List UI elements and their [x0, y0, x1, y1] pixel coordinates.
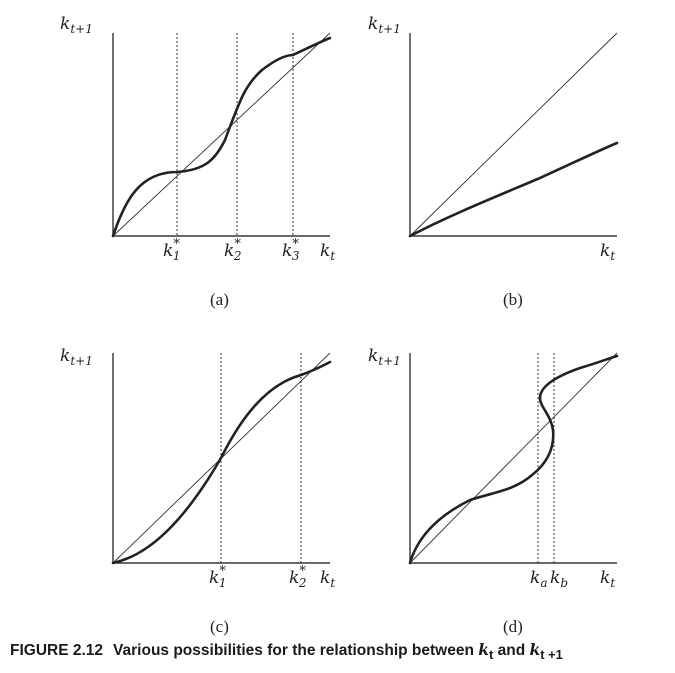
panel-c-label: (c): [210, 617, 229, 636]
panel-c-y-axis-label: kt+1: [60, 346, 93, 368]
panel-d-label: (d): [503, 617, 523, 636]
panel-d-45-degree-line: [409, 352, 618, 564]
panel-d-saving-curve: [408, 354, 619, 565]
panel-a-marker-k2-star: k* 2: [224, 237, 241, 263]
panel-a-marker-k3-star: k* 3: [282, 237, 300, 263]
panel-d-marker-kb: kb: [550, 568, 568, 590]
panel-b-label: (b): [503, 290, 523, 309]
panel-d-marker-ka: ka: [530, 568, 547, 590]
panel-a-marker-k1-star: k* 1: [163, 237, 180, 263]
panel-c-saving-curve: [111, 360, 332, 565]
panel-c-marker-k1-star: k* 1: [209, 564, 226, 590]
panel-d: kt+1 ka kb kt (d): [368, 346, 619, 636]
panel-d-x-axis-label: kt: [600, 568, 615, 590]
panel-b-y-axis-label: kt+1: [368, 14, 401, 36]
panel-b-45-degree-line: [409, 32, 618, 237]
figure-caption: FIGURE 2.12 Various possibilities for the…: [10, 640, 670, 662]
panel-a-y-axis-label: kt+1: [60, 14, 93, 36]
panel-a-45-degree-line: [112, 32, 331, 237]
panel-a-saving-curve: [111, 36, 332, 238]
panel-b-x-axis-label: kt: [600, 241, 615, 263]
panel-a-x-axis-label: kt: [320, 241, 335, 263]
panel-c-x-axis-label: kt: [320, 568, 335, 590]
panel-d-y-axis-label: kt+1: [368, 346, 401, 368]
panel-b-saving-curve: [408, 141, 619, 238]
panel-b: kt+1 kt (b): [368, 14, 619, 309]
panel-c: kt+1 k* 1 k* 2 kt (c): [60, 346, 335, 636]
panel-c-marker-k2-star: k* 2: [289, 564, 306, 590]
figure-number: FIGURE 2.12: [10, 642, 104, 659]
panel-a: kt+1 k* 1 k* 2 k* 3 kt (a): [60, 14, 335, 309]
caption-text: Various possibilities for the relationsh…: [113, 640, 563, 663]
panel-a-label: (a): [210, 290, 229, 309]
